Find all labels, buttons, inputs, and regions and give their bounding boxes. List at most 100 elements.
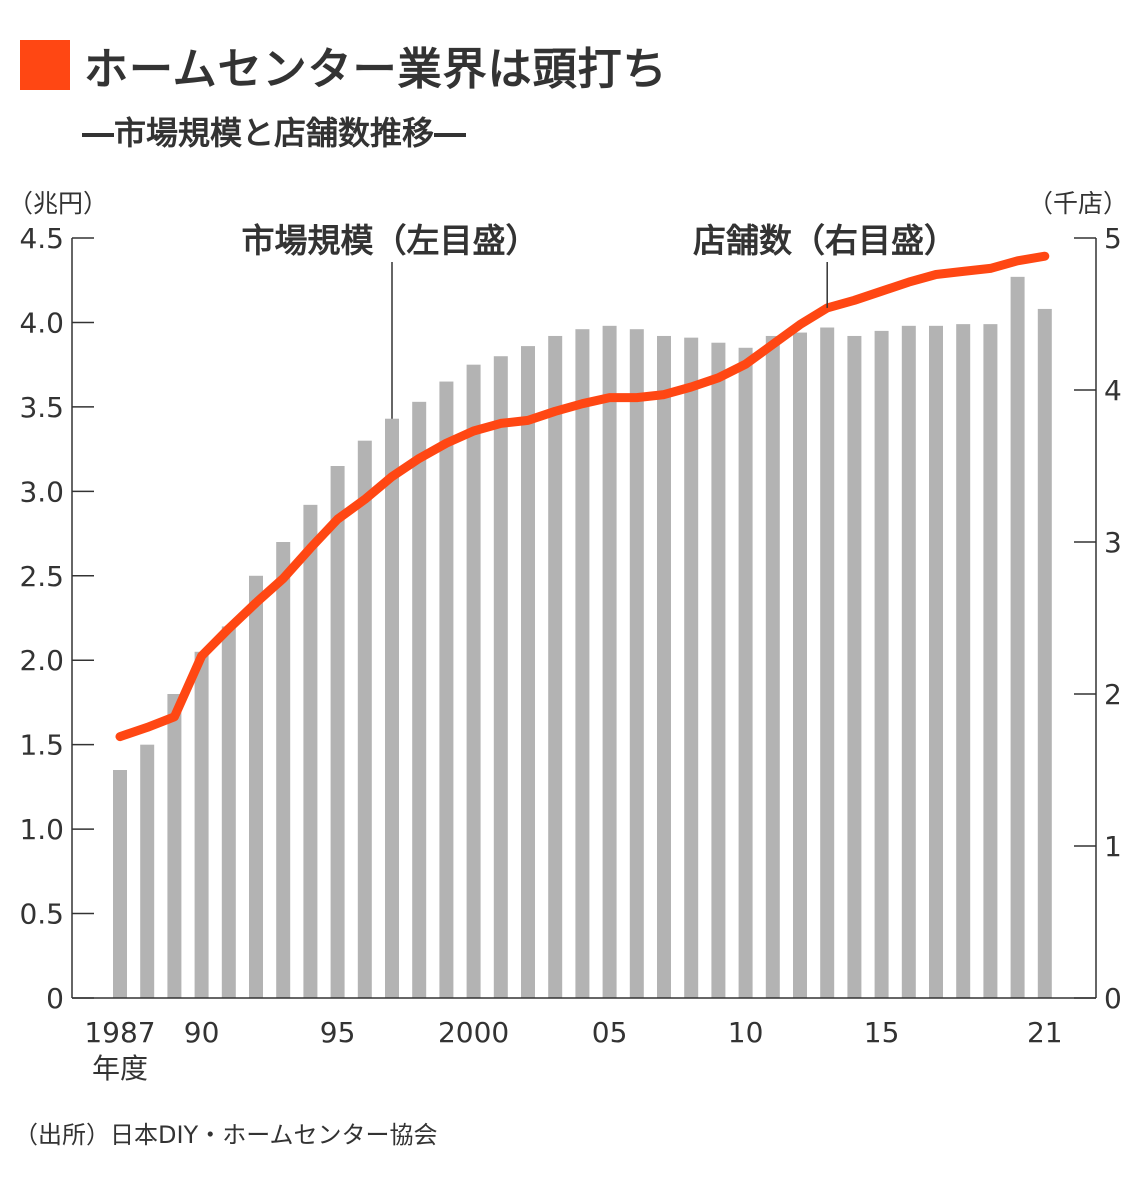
market-size-bar (548, 335, 563, 998)
x-tick-label: 1987 (84, 1016, 155, 1049)
store-count-point (581, 403, 583, 405)
x-tick-label: 90 (184, 1016, 220, 1049)
store-count-point (609, 397, 611, 399)
store-count-point (772, 343, 774, 345)
store-count-point (663, 394, 665, 396)
right-axis-unit: （千店） (1028, 189, 1128, 218)
store-count-point (473, 430, 475, 432)
left-tick-label: 1.0 (19, 813, 64, 846)
store-count-point (690, 386, 692, 388)
left-tick-label: 2.5 (19, 560, 64, 593)
store-count-point (201, 655, 203, 657)
market-size-bar (167, 694, 182, 998)
market-size-bar (303, 504, 318, 998)
market-size-bar (711, 342, 726, 998)
x-unit-label: 年度 (92, 1052, 148, 1085)
store-count-point (853, 299, 855, 301)
store-count-point (989, 267, 991, 269)
store-count-annotation: 店舗数（右目盛） (693, 221, 957, 260)
market-size-bar (439, 381, 454, 998)
market-size-bar (820, 327, 835, 998)
right-tick-label: 5 (1104, 222, 1122, 255)
left-tick-label: 4.0 (19, 306, 64, 339)
store-count-point (554, 410, 556, 412)
market-size-bar (983, 324, 998, 999)
left-tick-label: 0 (46, 982, 64, 1015)
market-size-bar (765, 335, 780, 998)
store-count-point (745, 363, 747, 365)
source-note: （出所）日本DIY・ホームセンター協会 (14, 1121, 438, 1149)
right-tick-label: 4 (1104, 374, 1122, 407)
market-size-bar (276, 542, 291, 998)
market-size-bar (629, 329, 644, 998)
left-tick-label: 1.5 (19, 729, 64, 762)
market-size-bar (493, 356, 508, 998)
left-tick-label: 0.5 (19, 898, 64, 931)
store-count-point (282, 577, 284, 579)
market-size-bar (929, 325, 943, 998)
market-size-bar (793, 332, 807, 999)
right-tick-label: 3 (1104, 526, 1122, 559)
x-tick-label: 05 (592, 1016, 628, 1049)
market-size-bar (1037, 308, 1052, 998)
left-axis-unit: （兆円） (8, 189, 108, 218)
market-size-bar (113, 770, 127, 998)
store-count-point (962, 270, 964, 272)
chart-title: ホームセンター業界は頭打ち (84, 44, 668, 95)
market-size-bar (901, 325, 916, 998)
left-tick-label: 4.5 (19, 222, 64, 255)
market-size-bar (357, 440, 372, 999)
bar-line-chart: 0 0.5 1.0 1.5 2.0 2.5 3.0 3.5 4.0 4.5 （兆円） 0 1 2 3 4 5 （… (8, 189, 1128, 1085)
market-size-bar (221, 626, 236, 998)
store-count-point (636, 397, 638, 399)
market-size-bar (738, 347, 753, 998)
title-marker (20, 40, 70, 90)
right-y-axis: 0 1 2 3 4 5 （千店） (1028, 189, 1128, 1015)
store-count-point (500, 422, 502, 424)
market-size-bar (412, 401, 427, 998)
left-tick-label: 2.0 (19, 644, 64, 677)
market-size-bar (194, 651, 209, 998)
store-count-point (364, 498, 366, 500)
market-size-bar (874, 330, 889, 998)
market-size-bar (956, 324, 971, 999)
store-count-point (908, 281, 910, 283)
market-size-bar (330, 466, 345, 998)
store-count-point (119, 736, 121, 738)
market-size-bar (602, 325, 617, 998)
store-count-point (717, 377, 719, 379)
market-size-bar (657, 335, 671, 998)
store-count-point (146, 726, 148, 728)
store-count-point (1044, 255, 1046, 257)
left-tick-label: 3.5 (19, 391, 64, 424)
store-count-point (255, 602, 257, 604)
market-size-bar (1010, 276, 1025, 998)
x-tick-label: 10 (728, 1016, 764, 1049)
market-size-bar (140, 744, 155, 998)
store-count-point (418, 457, 420, 459)
store-count-point (881, 290, 883, 292)
store-count-point (1017, 260, 1019, 262)
series-annotations: 市場規模（左目盛） 店舗数（右目盛） (242, 221, 957, 419)
store-count-point (337, 518, 339, 520)
x-tick-label: 21 (1027, 1016, 1063, 1049)
store-count-point (527, 419, 529, 421)
x-axis: 1987 90 95 2000 05 10 15 21 年度 (72, 997, 1096, 1085)
market-size-bar (521, 346, 535, 999)
store-count-point (228, 628, 230, 630)
store-count-point (799, 324, 801, 326)
x-tick-label: 15 (864, 1016, 900, 1049)
right-tick-label: 0 (1104, 982, 1122, 1015)
market-size-bar (466, 364, 481, 999)
right-tick-label: 1 (1104, 830, 1122, 863)
right-tick-label: 2 (1104, 678, 1122, 711)
store-count-point (309, 547, 311, 549)
market-size-bar (575, 329, 590, 998)
market-size-bar (385, 418, 399, 998)
store-count-point (935, 273, 937, 275)
store-count-line (115, 251, 1050, 742)
store-count-point (173, 716, 175, 718)
store-count-point (445, 442, 447, 444)
left-tick-label: 3.0 (19, 475, 64, 508)
chart-subtitle: ―市場規模と店舗数推移― (82, 114, 467, 152)
